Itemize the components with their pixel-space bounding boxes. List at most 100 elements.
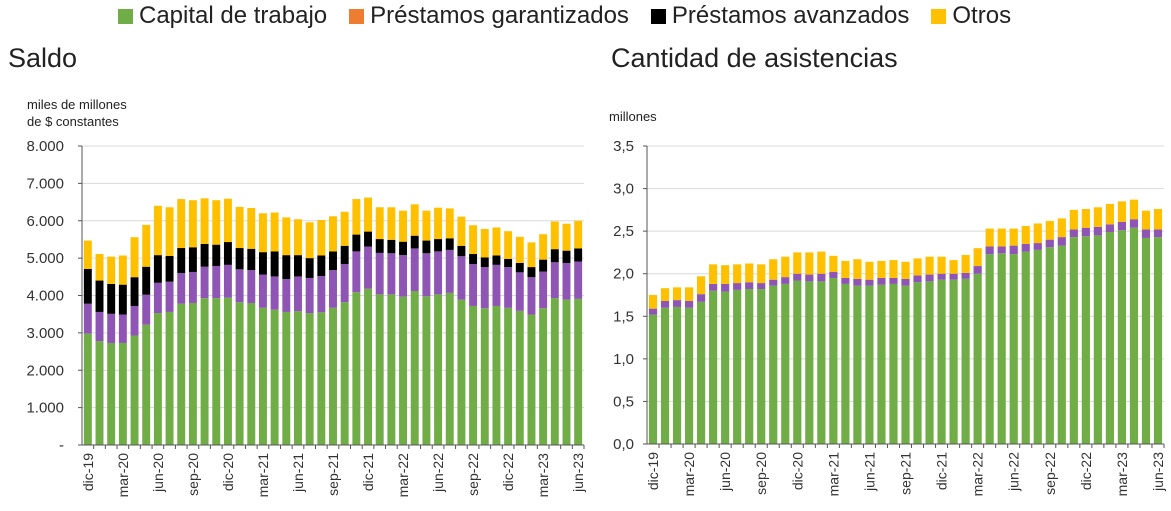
bar-segment-otros: [937, 256, 946, 274]
bar-segment-series-1: [925, 274, 934, 282]
bar-segment-series-1: [294, 276, 302, 312]
bar-segment-series-1: [997, 246, 1006, 254]
bar-segment-otros: [480, 228, 489, 258]
bar-segment-series-1: [985, 246, 994, 255]
bar-segment-series-1: [130, 305, 139, 336]
bar-segment-capital-de-trabajo: [949, 279, 958, 444]
bar-segment-otros: [223, 198, 232, 243]
bar-segment-capital-de-trabajo: [457, 299, 466, 445]
bar-segment-otros: [709, 264, 718, 284]
bar-segment-otros: [865, 261, 874, 280]
bar-segment-series-1: [757, 283, 766, 290]
bar-segment-capital-de-trabajo: [527, 314, 536, 445]
bar-segment-otros: [364, 197, 372, 232]
bar-segment-series-1: [817, 273, 826, 282]
bar-segment-otros: [757, 264, 766, 284]
bar-segment-otros: [925, 256, 934, 275]
bar-segment-series-1: [375, 252, 384, 295]
y-unit-line: miles de millones: [27, 97, 127, 112]
bar-segment-series-1: [387, 253, 396, 295]
y-tick-label: 2,5: [613, 223, 634, 240]
bar-segment-otros: [901, 261, 910, 279]
bar-segment-capital-de-trabajo: [733, 289, 742, 444]
bar-segment-capital-de-trabajo: [1045, 247, 1054, 444]
bar-segment-capital-de-trabajo: [539, 308, 548, 445]
bar-segment-series-1: [223, 264, 232, 298]
bar-segment-otros: [1141, 210, 1151, 230]
bar-segment-pr-stamos-avanzados: [469, 254, 478, 265]
x-tick-label: mar-22: [395, 453, 411, 498]
bar-segment-series-1: [877, 277, 886, 285]
bar-segment-series-1: [352, 251, 361, 293]
bar-segment-series-1: [1033, 243, 1042, 250]
bar-segment-otros: [973, 248, 982, 267]
bar-segment-pr-stamos-avanzados: [177, 248, 186, 274]
legend-item-prestamos-garantizados: Préstamos garantizados: [349, 2, 629, 30]
x-tick-label: mar-23: [1114, 452, 1130, 497]
bar-segment-series-1: [672, 300, 682, 307]
bar-segment-series-1: [684, 300, 694, 308]
bar-segment-pr-stamos-avanzados: [340, 245, 349, 265]
bar-segment-series-1: [422, 253, 431, 297]
bar-segment-capital-de-trabajo: [504, 307, 513, 445]
bar-segment-pr-stamos-avanzados: [83, 268, 92, 304]
bar-segment-otros: [853, 259, 862, 279]
x-tick-label: sep-21: [325, 453, 341, 496]
bar-segment-series-1: [212, 265, 221, 299]
bar-segment-series-1: [247, 270, 256, 303]
bar-segment-series-1: [1069, 229, 1078, 238]
bar-segment-pr-stamos-avanzados: [364, 231, 372, 247]
bar-segment-pr-stamos-avanzados: [445, 238, 454, 250]
bar-segment-series-1: [1045, 239, 1054, 248]
bar-segment-capital-de-trabajo: [118, 342, 127, 445]
bar-segment-pr-stamos-avanzados: [118, 284, 127, 315]
bar-segment-series-1: [865, 279, 874, 286]
bar-segment-otros: [445, 208, 454, 239]
bar-segment-capital-de-trabajo: [235, 302, 244, 445]
bar-segment-pr-stamos-avanzados: [165, 255, 174, 282]
bar-segment-otros: [305, 222, 314, 259]
bar-segment-series-1: [853, 278, 862, 286]
bar-segment-series-1: [805, 274, 814, 282]
bar-segment-series-1: [1105, 224, 1114, 232]
bar-segment-otros: [107, 256, 116, 284]
bar-segment-otros: [235, 206, 244, 249]
bar-segment-capital-de-trabajo: [200, 298, 209, 445]
bar-segment-capital-de-trabajo: [480, 308, 489, 445]
bar-segment-capital-de-trabajo: [672, 306, 682, 444]
bar-segment-otros: [247, 208, 256, 249]
x-tick-label: dic-22: [1078, 452, 1094, 490]
x-tick-label: sep-20: [753, 452, 769, 495]
bar-segment-otros: [212, 200, 221, 245]
x-tick-label: dic-22: [500, 453, 516, 491]
bar-segment-capital-de-trabajo: [817, 281, 826, 444]
bar-segment-series-1: [949, 273, 958, 280]
bar-segment-otros: [83, 240, 92, 269]
bar-segment-otros: [422, 210, 431, 241]
bar-segment-otros: [672, 287, 682, 301]
bar-segment-pr-stamos-avanzados: [270, 251, 279, 277]
bar-segment-series-1: [539, 271, 548, 309]
bar-segment-series-1: [697, 294, 706, 302]
bar-segment-otros: [985, 228, 994, 247]
legend-item-capital-de-trabajo: Capital de trabajo: [118, 2, 327, 30]
bar-segment-capital-de-trabajo: [1117, 230, 1127, 444]
bar-segment-pr-stamos-avanzados: [457, 245, 466, 257]
bar-segment-series-1: [1081, 227, 1090, 237]
bar-segment-otros: [877, 260, 886, 278]
bar-segment-series-1: [480, 267, 489, 309]
x-tick-label: mar-21: [825, 452, 841, 497]
bar-segment-capital-de-trabajo: [1069, 237, 1078, 444]
bar-segment-otros: [352, 199, 361, 235]
bar-segment-series-1: [550, 262, 559, 299]
bar-segment-otros: [913, 258, 922, 276]
bar-segment-series-1: [562, 262, 571, 300]
y-tick-label: 0,0: [613, 436, 634, 453]
x-tick-label: sep-22: [465, 453, 481, 496]
bar-segment-series-1: [83, 303, 92, 334]
bar-segment-capital-de-trabajo: [769, 285, 778, 444]
bar-segment-capital-de-trabajo: [294, 311, 302, 445]
bar-segment-capital-de-trabajo: [177, 303, 186, 445]
bar-segment-otros: [504, 231, 513, 259]
